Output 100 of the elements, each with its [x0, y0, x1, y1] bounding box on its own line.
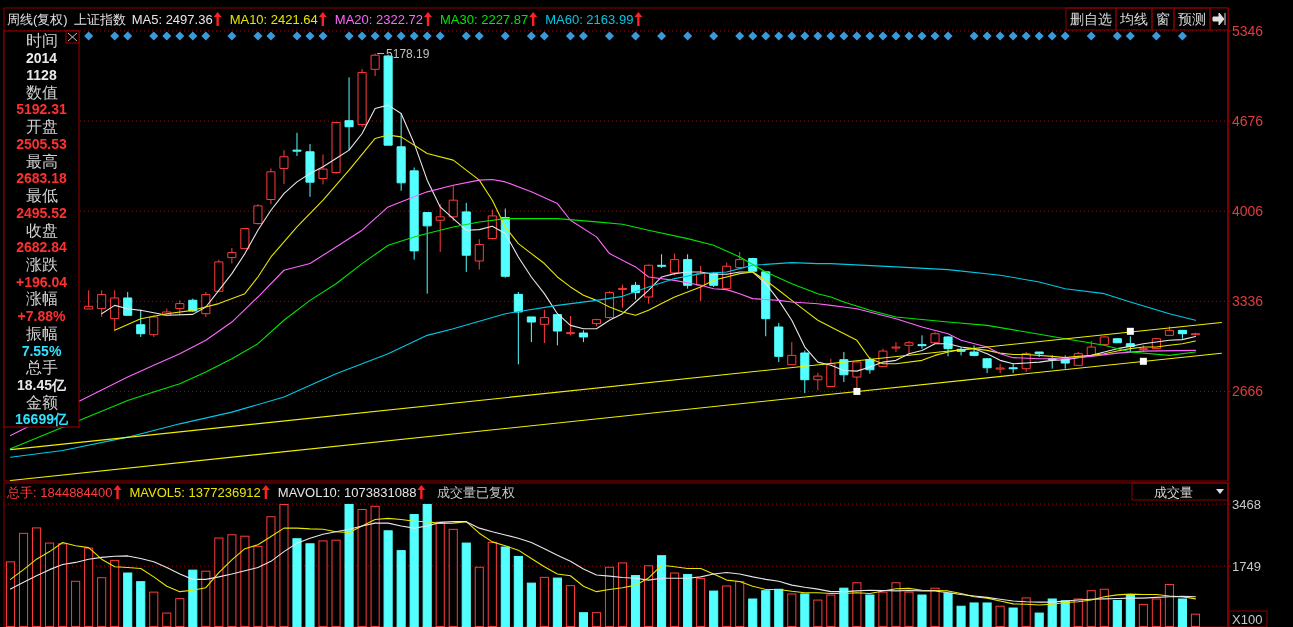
bar — [735, 581, 745, 627]
bar — [149, 591, 159, 627]
candlestick — [735, 251, 745, 270]
y-axis-title: X100 — [1232, 611, 1263, 627]
candlestick — [305, 143, 315, 198]
bar — [136, 581, 146, 627]
candlestick — [813, 372, 823, 391]
text: MA20: 2322.72 — [334, 11, 423, 27]
annotation: 5192.31 — [16, 101, 68, 118]
y-tick-label: 1749 — [1232, 558, 1261, 574]
y-tick-label: 2666 — [1232, 383, 1264, 400]
annotation: 窗 — [1156, 11, 1170, 27]
bar — [500, 546, 510, 627]
candlestick — [396, 112, 406, 192]
annotation: 2683.18 — [16, 170, 68, 187]
bar — [214, 537, 224, 627]
bar — [1034, 612, 1044, 627]
bar — [852, 582, 862, 627]
candlestick — [617, 284, 628, 309]
candlestick — [826, 358, 836, 387]
annotation: 2505.53 — [16, 135, 68, 152]
candlestick — [331, 121, 341, 175]
annotation: 删自选 — [1070, 11, 1112, 27]
candlestick — [357, 68, 367, 128]
bar — [201, 570, 211, 627]
bar — [71, 580, 81, 627]
bar — [1177, 598, 1187, 627]
bar — [344, 503, 354, 627]
candlestick — [513, 291, 523, 365]
candlestick — [982, 358, 992, 374]
candlestick — [318, 153, 328, 185]
candlestick — [279, 149, 289, 185]
bar — [904, 591, 914, 627]
bar — [370, 505, 380, 627]
chart-subtitle: 上证指数 — [73, 11, 126, 27]
chart-title: 周线(复权) — [7, 11, 68, 27]
bar — [175, 598, 185, 627]
candlestick — [787, 341, 797, 366]
bar — [826, 594, 836, 627]
bar — [292, 538, 302, 627]
bar — [683, 573, 693, 627]
bar — [279, 503, 289, 627]
bar — [5, 561, 16, 627]
y-tick-label: 4676 — [1232, 113, 1264, 130]
candlestick — [917, 334, 927, 350]
bar — [891, 582, 901, 627]
bar — [787, 593, 797, 627]
bar — [1138, 603, 1148, 627]
bar — [1112, 599, 1122, 627]
bar — [657, 555, 667, 627]
candlestick — [552, 314, 562, 346]
bar — [956, 605, 966, 627]
bar — [774, 588, 784, 627]
point — [1139, 357, 1147, 365]
annotation: 18.45亿 — [16, 376, 68, 393]
bar — [839, 587, 849, 627]
bar — [722, 585, 732, 627]
bar — [1021, 597, 1031, 627]
bar — [513, 555, 523, 627]
candlestick — [435, 203, 445, 253]
point — [853, 387, 861, 395]
bar — [396, 550, 406, 627]
bar — [1060, 600, 1070, 627]
candlestick — [240, 227, 250, 250]
annotation: 振幅 — [25, 324, 58, 342]
bar — [917, 594, 927, 627]
bar — [305, 543, 315, 627]
candlestick — [800, 349, 810, 394]
bar — [1008, 607, 1018, 627]
text: MAVOL5: 1377236912 — [129, 484, 261, 500]
bar — [84, 547, 94, 627]
annotation: 收盘 — [25, 221, 58, 239]
bar — [409, 514, 419, 627]
annotation: 2014 — [25, 49, 58, 66]
bar — [995, 605, 1005, 627]
bar — [1099, 588, 1109, 627]
bar — [1086, 590, 1096, 627]
candlestick — [97, 289, 107, 318]
bar — [813, 599, 823, 627]
bar — [526, 582, 536, 627]
bar — [1073, 598, 1083, 627]
y-tick-label: 3336 — [1232, 293, 1264, 310]
candlestick — [670, 253, 680, 276]
candlestick — [539, 309, 549, 344]
bar — [240, 535, 250, 627]
bar — [943, 592, 953, 627]
annotation: 时间 — [25, 32, 58, 50]
candlestick — [175, 299, 185, 316]
candlestick — [409, 167, 419, 261]
candlestick — [344, 76, 354, 151]
annotation: 开盘 — [25, 118, 58, 136]
bar — [709, 590, 719, 627]
bar — [604, 566, 615, 627]
candlestick — [891, 341, 901, 353]
text: MA30: 2227.87 — [440, 11, 529, 27]
bar — [97, 577, 107, 627]
candlestick — [266, 167, 276, 205]
candlestick — [969, 344, 979, 357]
bar — [188, 569, 198, 627]
bar — [123, 572, 133, 627]
